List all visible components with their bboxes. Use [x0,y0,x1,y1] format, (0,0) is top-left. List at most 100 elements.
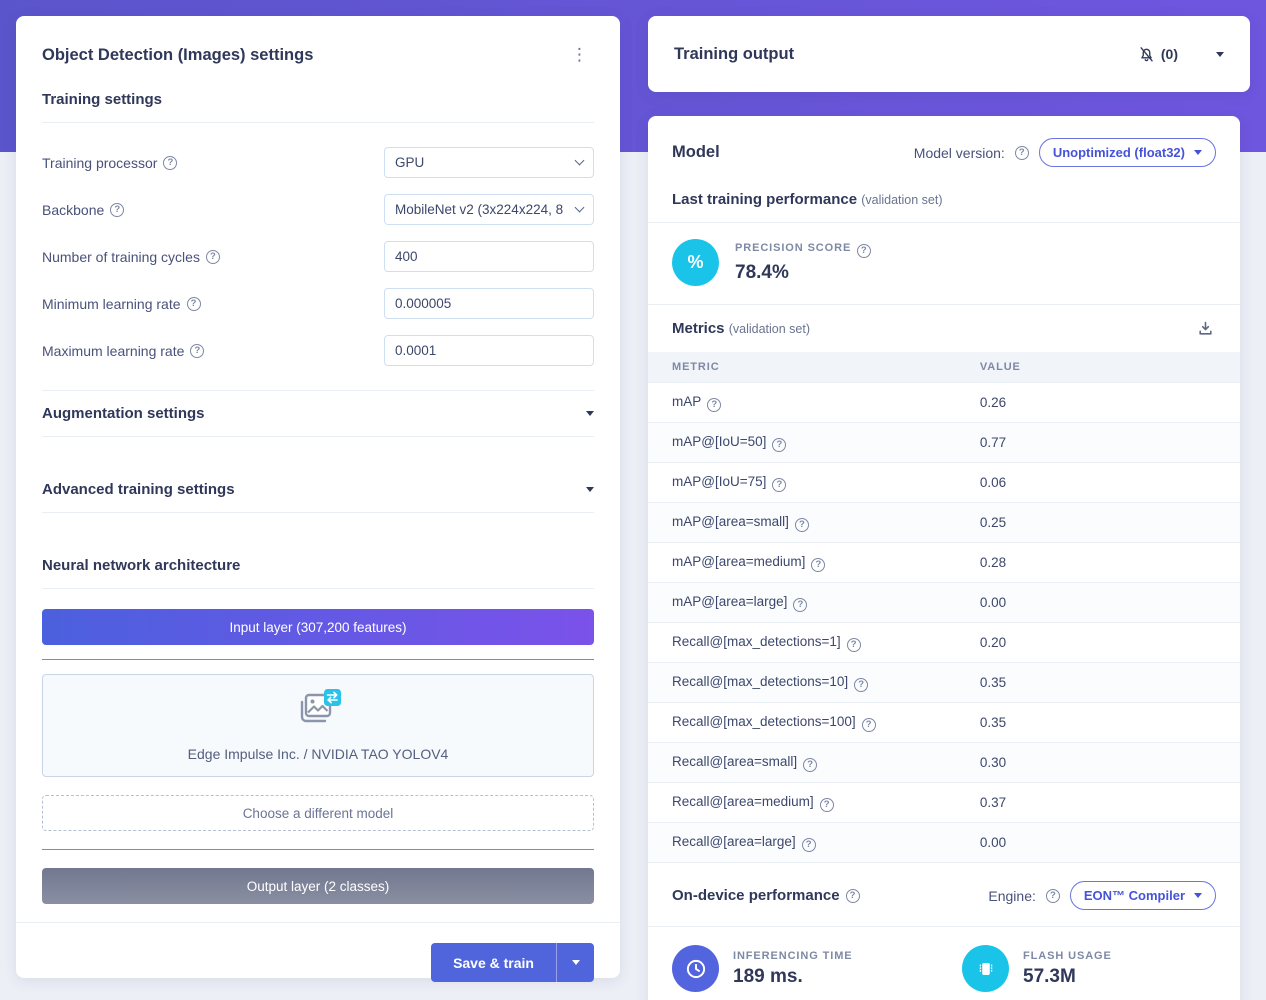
field-label: Minimum learning rate [42,295,181,312]
help-icon[interactable] [1045,888,1060,903]
field-training-processor: Training processor GPU [42,147,594,178]
architecture-connector [42,849,594,850]
inferencing-time-value: 189 ms. [733,965,803,987]
help-icon[interactable] [845,888,860,903]
help-icon[interactable] [801,838,816,852]
percent-icon: % [672,239,719,286]
table-row: mAP@[IoU=50] 0.77 [648,422,1240,463]
augmentation-settings-toggle[interactable]: Augmentation settings [42,391,594,437]
engine-label: Engine: [988,887,1036,904]
help-icon[interactable] [772,478,787,492]
table-row: Recall@[area=medium] 0.37 [648,782,1240,823]
help-icon[interactable] [857,243,872,258]
flash-usage-value: 57.3M [1023,965,1076,987]
help-icon[interactable] [794,518,809,532]
help-icon[interactable] [793,598,808,612]
metrics-table-header: METRIC VALUE [648,352,1240,383]
field-label: Maximum learning rate [42,342,185,359]
caret-down-icon [586,411,594,416]
output-layer-bar: Output layer (2 classes) [42,868,594,904]
on-device-performance-heading: On-device performance [672,887,860,904]
inferencing-time-label: INFERENCING TIME [733,949,853,962]
save-train-split-button: Save & train [431,943,594,982]
table-row: Recall@[max_detections=10] 0.35 [648,662,1240,703]
save-train-dropdown-button[interactable] [557,943,594,982]
selected-model-box: Edge Impulse Inc. / NVIDIA TAO YOLOV4 [42,674,594,777]
field-backbone: Backbone MobileNet v2 (3x224x224, 8 [42,194,594,225]
settings-panel-title: Object Detection (Images) settings [42,46,314,64]
flash-usage-block: FLASH USAGE 57.3M [962,945,1112,992]
chip-icon [962,945,1009,992]
field-training-cycles: Number of training cycles [42,241,594,272]
help-icon[interactable] [861,718,876,732]
metrics-heading: Metrics (validation set) [672,320,810,337]
flash-usage-label: FLASH USAGE [1023,949,1112,962]
help-icon[interactable] [186,296,201,311]
table-row: mAP@[area=large] 0.00 [648,582,1240,623]
advanced-settings-toggle[interactable]: Advanced training settings [42,467,594,513]
precision-score-label: PRECISION SCORE [735,241,852,254]
model-version-label: Model version: [913,144,1005,161]
training-processor-select[interactable]: GPU [384,147,594,178]
help-icon[interactable] [854,678,869,692]
caret-down-icon [586,487,594,492]
table-row: mAP@[area=medium] 0.28 [648,542,1240,583]
metrics-table: METRIC VALUE mAP 0.26 mAP@[IoU=50] 0.77 … [648,352,1240,863]
caret-down-icon [571,960,580,965]
help-icon[interactable] [110,202,125,217]
model-heading: Model [672,143,720,161]
choose-model-button[interactable]: Choose a different model [42,795,594,831]
caret-down-icon[interactable] [1216,51,1224,57]
min-learning-rate-input[interactable] [384,288,594,319]
help-icon[interactable] [811,558,826,572]
download-metrics-button[interactable] [1195,318,1216,339]
chevron-down-icon [574,202,585,213]
field-min-learning-rate: Minimum learning rate [42,288,594,319]
architecture-connector [42,659,594,660]
table-row: Recall@[max_detections=1] 0.20 [648,622,1240,663]
inferencing-time-block: INFERENCING TIME 189 ms. [672,945,962,992]
selected-model-label: Edge Impulse Inc. / NVIDIA TAO YOLOV4 [187,746,449,762]
help-icon[interactable] [819,798,834,812]
nn-architecture-heading: Neural network architecture [42,543,594,589]
last-training-heading: Last training performance (validation se… [648,191,1240,223]
training-cycles-input[interactable] [384,241,594,272]
help-icon[interactable] [163,155,178,170]
kebab-menu-icon[interactable]: ⋮ [571,45,588,64]
training-output-title: Training output [674,44,795,63]
help-icon[interactable] [707,398,722,412]
training-settings-heading: Training settings [42,81,594,123]
table-row: Recall@[area=large] 0.00 [648,822,1240,863]
help-icon[interactable] [803,758,818,772]
bell-muted-icon[interactable] [1137,45,1156,64]
image-layers-icon [294,689,342,736]
table-row: mAP@[area=small] 0.25 [648,502,1240,543]
precision-score-value: 78.4% [735,261,789,283]
help-icon[interactable] [205,249,220,264]
table-row: Recall@[area=small] 0.30 [648,742,1240,783]
divider [42,390,594,391]
clock-icon [672,945,719,992]
field-max-learning-rate: Maximum learning rate [42,335,594,366]
max-learning-rate-input[interactable] [384,335,594,366]
help-icon[interactable] [846,638,861,652]
precision-score-block: % PRECISION SCORE 78.4% [648,223,1240,305]
model-panel: Model Model version: Unoptimized (float3… [648,116,1240,1000]
field-label: Backbone [42,201,105,218]
engine-select[interactable]: EON™ Compiler [1069,881,1216,910]
backbone-select[interactable]: MobileNet v2 (3x224x224, 8 [384,194,594,225]
caret-down-icon [1194,150,1202,155]
caret-down-icon [1194,893,1202,898]
settings-panel: Object Detection (Images) settings ⋮ Tra… [16,16,620,982]
training-output-panel: Training output (0) [648,16,1250,92]
model-version-select[interactable]: Unoptimized (float32) [1038,138,1216,167]
save-train-button[interactable]: Save & train [431,943,557,982]
chevron-down-icon [574,155,585,166]
help-icon[interactable] [772,438,787,452]
notification-count: (0) [1160,46,1178,62]
table-row: mAP@[IoU=75] 0.06 [648,462,1240,503]
help-icon[interactable] [190,343,205,358]
field-label: Number of training cycles [42,248,200,265]
help-icon[interactable] [1014,145,1029,160]
